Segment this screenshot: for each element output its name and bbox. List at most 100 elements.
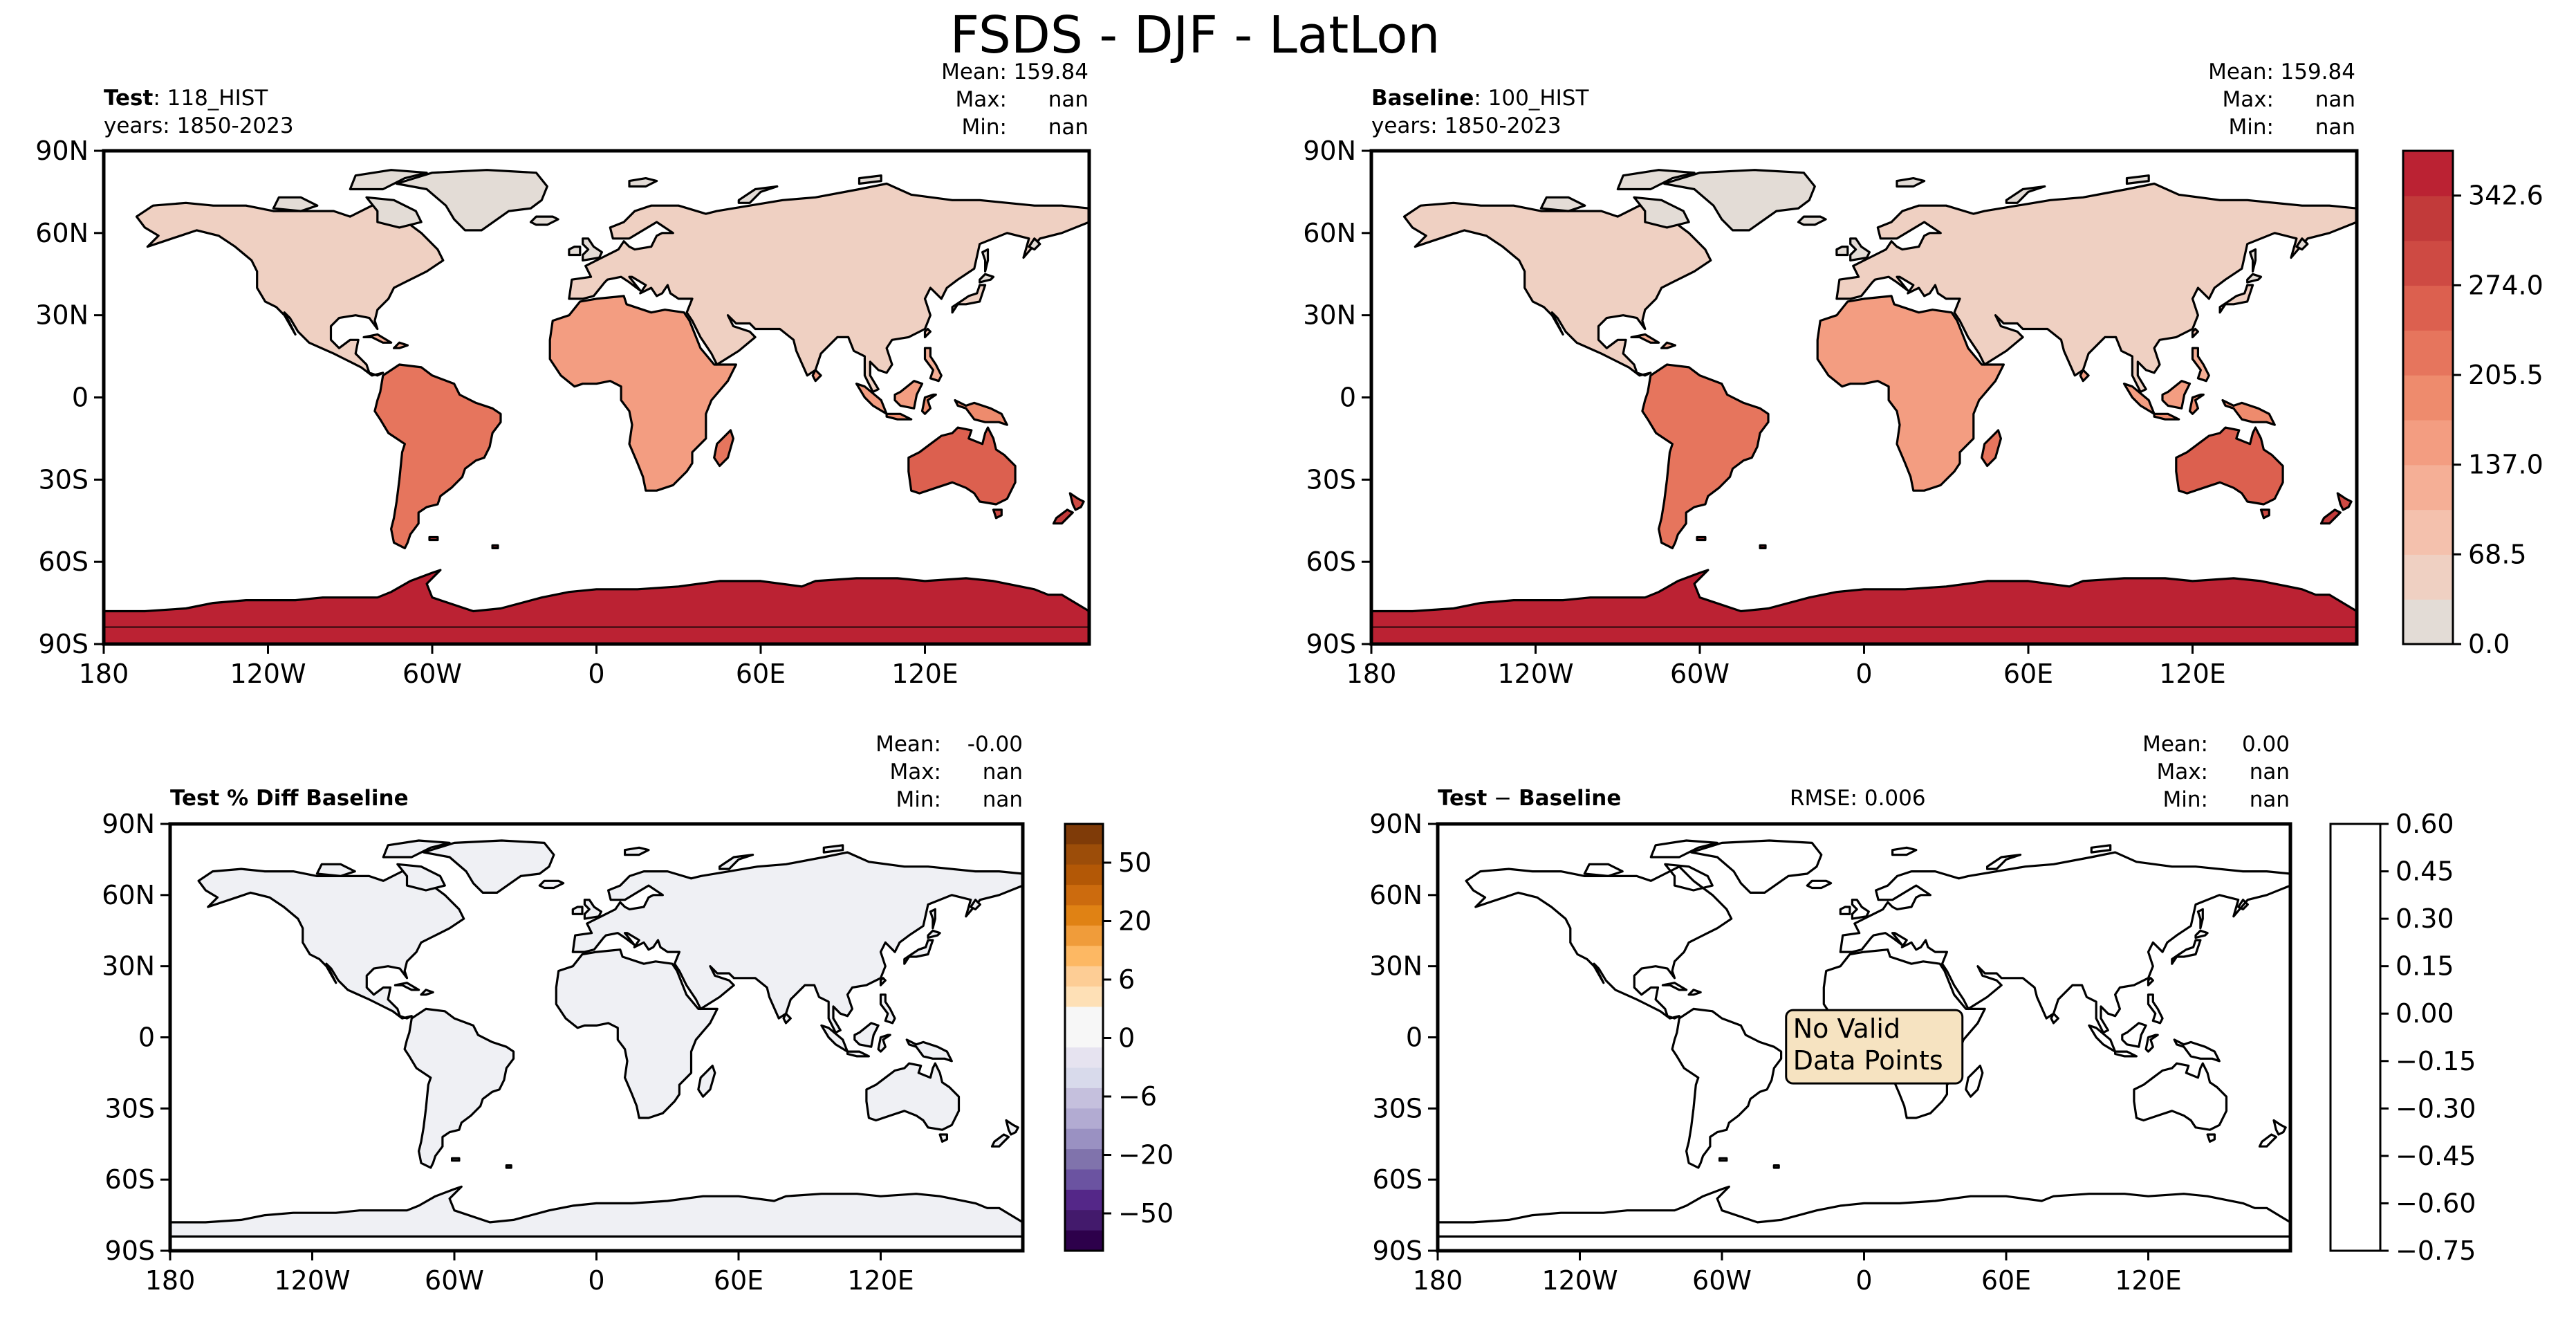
abs-diff-label-minus: − [1487, 786, 1519, 811]
hispaniola-outline [1687, 989, 1702, 996]
colorbar-tick-label: 137.0 [2468, 450, 2543, 480]
y-tick-label: 90S [1373, 1236, 1423, 1266]
colorbar-swatch [1065, 1047, 1103, 1069]
colorbar-tick-label: −0.75 [2396, 1236, 2476, 1266]
y-tick-label: 30S [105, 1093, 155, 1123]
severnaya-zemlya-outline [2090, 844, 2112, 854]
colorbar-swatch [1065, 966, 1103, 987]
x-tick-label: 180 [145, 1265, 196, 1296]
antarctica-outline [170, 1185, 1023, 1238]
x-tick-label: 120E [2115, 1265, 2182, 1296]
y-tick-label: 90S [1306, 629, 1356, 659]
y-tick-label: 30N [102, 951, 155, 982]
new-zealand-s-outline [1052, 508, 1074, 525]
colorbar-tick-label: 342.6 [2468, 181, 2543, 211]
new-zealand-n-outline [1068, 492, 1085, 511]
figure-title: FSDS - DJF - LatLon [949, 6, 1440, 65]
hokkaido-outline [2246, 273, 2263, 284]
test-label: Test [104, 86, 154, 111]
land-layer [104, 169, 1089, 644]
south-america-outline [1641, 363, 1770, 549]
colorbar-tick-label: −20 [1118, 1140, 1174, 1170]
madagascar-outline [1981, 429, 2002, 468]
y-tick-label: 90S [39, 629, 89, 659]
ireland-outline [1835, 246, 1849, 257]
cuba-outline [1661, 982, 1688, 991]
novaya-zemlya-outline [737, 185, 779, 204]
new-zealand-n-outline [2272, 1119, 2287, 1136]
colorbar-swatch [1065, 986, 1103, 1008]
y-tick-label: 30N [1369, 951, 1423, 982]
stat-line: Mean: 159.84 [941, 58, 1088, 86]
taiwan-outline [923, 327, 932, 338]
x-tick-label: 60W [1670, 659, 1730, 689]
new-zealand-s-outline [2319, 508, 2342, 525]
stat-value: nan [982, 760, 1023, 784]
japan-outline [903, 939, 934, 965]
y-tick-label: 0 [72, 383, 89, 413]
colorbar-swatch [1065, 1067, 1103, 1089]
south-america-outline [403, 1007, 515, 1169]
y-tick-label: 60N [102, 880, 155, 910]
new-guinea-outline [2221, 398, 2276, 426]
britain-outline [582, 237, 603, 261]
x-tick-label: 120E [891, 659, 958, 689]
borneo-outline [893, 380, 924, 410]
ellesmere-outline [1616, 169, 1696, 191]
x-tick-label: 120W [1497, 659, 1573, 689]
antarctica-outline [104, 569, 1089, 629]
y-tick-label: 60S [1306, 547, 1356, 577]
madagascar-outline [697, 1065, 716, 1098]
hispaniola-outline [1660, 341, 1676, 349]
greenland-outline [1662, 169, 1816, 232]
x-tick-label: 0 [1855, 659, 1872, 689]
hokkaido-outline [927, 929, 941, 939]
test-panel-map: 180 120W 60W 0 60E 120E 90N 60N 30N 0 30S 60S 90S [35, 136, 1091, 689]
stat-value: nan [1048, 115, 1088, 140]
iceland-outline [538, 879, 565, 890]
colorbar-swatch [2403, 240, 2453, 286]
abs-diff-panel-map: 180 120W 60W 0 60E 120E 90N 60N 30N 0 30S 60S 90S No … [1369, 809, 2292, 1296]
colorbar-swatch [1065, 1169, 1103, 1191]
new-zealand-n-outline [1005, 1119, 1019, 1136]
y-tick-label: 90S [105, 1236, 155, 1266]
australia-outline [2175, 426, 2284, 506]
ellesmere-outline [349, 169, 428, 191]
antarctic-edge-band [104, 627, 1089, 644]
sri-lanka-outline [782, 1012, 792, 1025]
south-georgia-outline [491, 544, 499, 549]
percent-diff-panel-colorbar: 50 20 6 0 −6 −20 −50 [1064, 823, 1174, 1252]
colorbar-swatch [2403, 330, 2453, 376]
stat-label: Min: [2228, 115, 2274, 140]
y-tick-label: 30S [1306, 464, 1356, 495]
stat-value: -0.00 [967, 732, 1023, 757]
test-panel-header: Test: 118_HIST years: 1850-2023 [104, 84, 294, 140]
philippines-outline [2147, 993, 2164, 1025]
abs-diff-label-baseline: Baseline [1519, 786, 1622, 811]
baseline-panel-map: 180 120W 60W 0 60E 120E 90N 60N 30N 0 30S 60S 90S [1303, 136, 2359, 689]
y-tick-label: 90N [1303, 136, 1356, 166]
sulawesi-outline [877, 1034, 891, 1053]
colorbar-tick-label: 0.15 [2396, 951, 2454, 982]
colorbar-tick-label: 50 [1118, 847, 1151, 878]
south-america-outline [1671, 1007, 1783, 1169]
japan-outline [951, 284, 987, 314]
baseline-stats: Mean: 159.84 Max: nan Min: nan [2208, 58, 2355, 141]
svalbard-outline [624, 846, 650, 856]
new-zealand-s-outline [2258, 1133, 2277, 1148]
java-outline [846, 1050, 870, 1058]
kamchatka-gap-outline [970, 899, 981, 910]
stat-value: nan [2315, 115, 2355, 140]
greenland-outline [1689, 839, 1823, 894]
severnaya-zemlya-outline [822, 844, 844, 854]
x-tick-label: 0 [588, 659, 604, 689]
land-layer [170, 839, 1023, 1238]
stat-label: Max: [955, 87, 1007, 112]
colorbar-tick-label: −0.60 [2396, 1188, 2476, 1218]
percent-diff-panel-map: 180 120W 60W 0 60E 120E 90N 60N 30N 0 30S 60S 90S [102, 809, 1025, 1296]
borneo-outline [2121, 1022, 2147, 1048]
java-outline [2153, 412, 2180, 421]
tasmania-outline [992, 508, 1003, 520]
